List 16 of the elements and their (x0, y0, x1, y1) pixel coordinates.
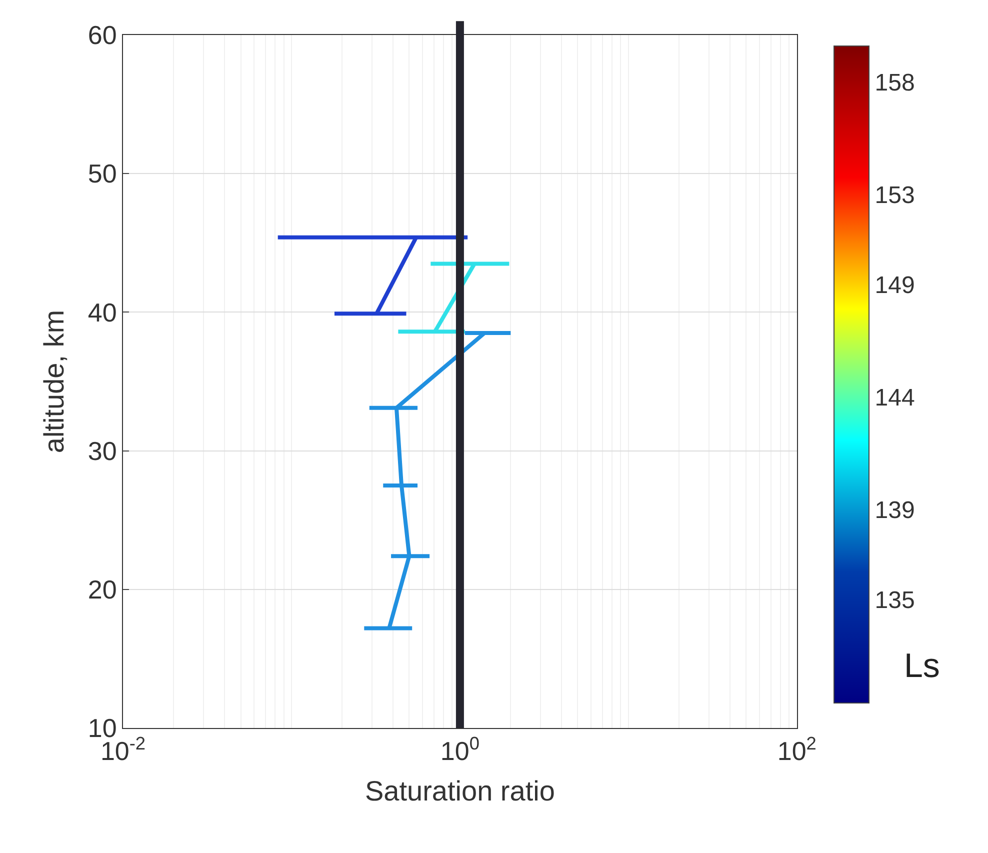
x-axis-title: Saturation ratio (365, 775, 555, 806)
y-tick-label: 60 (88, 20, 117, 50)
y-axis-title: altitude, km (38, 310, 70, 454)
color-bar-label: 135 (874, 586, 915, 614)
color-bar-label: 149 (874, 272, 915, 299)
y-tick-label: 30 (88, 436, 117, 466)
y-tick-label: 50 (88, 158, 117, 189)
y-tick-label: 40 (88, 297, 117, 328)
color-bar-label: 158 (874, 69, 915, 96)
y-tick-label: 20 (88, 574, 117, 604)
color-bar-label: 139 (874, 496, 915, 524)
x-tick-label: 10$^{2}$ (777, 733, 816, 766)
color-bar-label: 144 (874, 384, 915, 412)
x-tick-label: 10$^{0}$ (440, 733, 480, 766)
color-bar-label: 153 (874, 182, 915, 209)
color-bar-title: Ls (904, 647, 940, 685)
